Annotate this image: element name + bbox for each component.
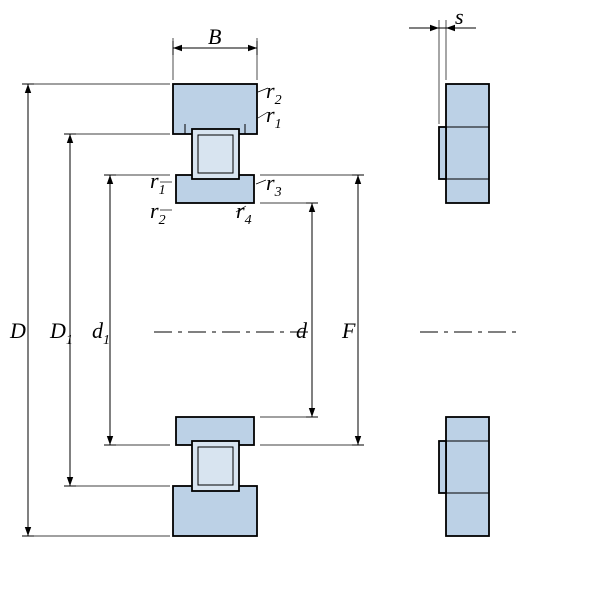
- label-s: s: [455, 4, 464, 29]
- label-r: r1: [150, 168, 166, 198]
- label-d: d: [296, 318, 308, 343]
- label-r: r3: [266, 170, 282, 200]
- label-F: F: [341, 318, 356, 343]
- label-B: B: [208, 24, 221, 49]
- label-D: D1: [49, 318, 73, 348]
- label-D: D: [9, 318, 26, 343]
- label-d: d1: [92, 318, 110, 348]
- label-r: r2: [150, 198, 166, 228]
- bearing-diagram: BDD1d1dFsr1r2r1r2r3r4: [0, 0, 600, 600]
